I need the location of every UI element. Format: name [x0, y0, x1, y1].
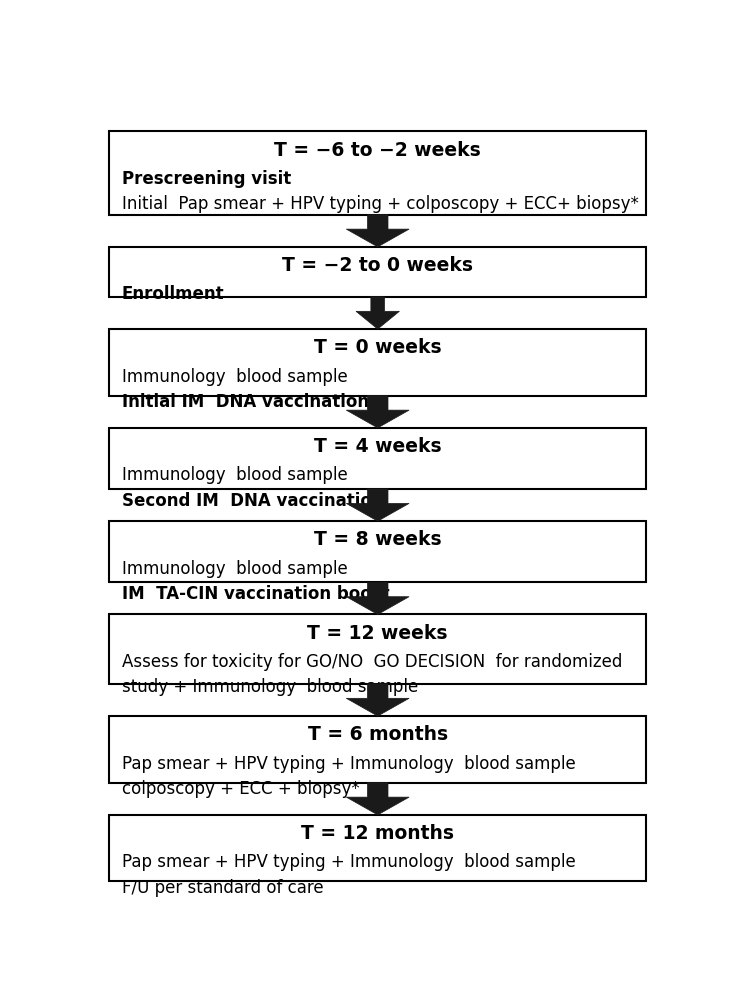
Text: IM  TA-CIN vaccination boost: IM TA-CIN vaccination boost: [122, 585, 389, 603]
Text: T = −2 to 0 weeks: T = −2 to 0 weeks: [282, 256, 473, 275]
Text: F/U per standard of care: F/U per standard of care: [122, 879, 324, 897]
Bar: [109, 428, 646, 489]
Text: T = 12 weeks: T = 12 weeks: [307, 623, 448, 642]
Polygon shape: [346, 489, 409, 521]
Text: Prescreening visit: Prescreening visit: [122, 170, 291, 188]
Polygon shape: [356, 297, 399, 329]
Bar: [109, 716, 646, 782]
Text: Pap smear + HPV typing + Immunology  blood sample: Pap smear + HPV typing + Immunology bloo…: [122, 754, 576, 772]
Text: Enrollment: Enrollment: [122, 286, 225, 304]
Text: Assess for toxicity for GO/NO  GO DECISION  for randomized: Assess for toxicity for GO/NO GO DECISIO…: [122, 653, 622, 671]
Polygon shape: [346, 396, 409, 428]
Text: T = 12 months: T = 12 months: [301, 824, 454, 843]
Polygon shape: [346, 582, 409, 614]
Text: T = 8 weeks: T = 8 weeks: [314, 530, 441, 549]
Text: T = 0 weeks: T = 0 weeks: [314, 339, 441, 358]
Text: Initial  Pap smear + HPV typing + colposcopy + ECC+ biopsy*: Initial Pap smear + HPV typing + colposc…: [122, 195, 639, 213]
Bar: [109, 815, 646, 881]
Bar: [109, 521, 646, 582]
Text: Immunology  blood sample: Immunology blood sample: [122, 559, 348, 577]
Text: colposcopy + ECC + biopsy*: colposcopy + ECC + biopsy*: [122, 780, 360, 798]
Bar: [109, 329, 646, 396]
Bar: [109, 614, 646, 683]
Bar: [109, 132, 646, 215]
Text: Immunology  blood sample: Immunology blood sample: [122, 467, 348, 485]
Text: Pap smear + HPV typing + Immunology  blood sample: Pap smear + HPV typing + Immunology bloo…: [122, 853, 576, 871]
Text: T = 6 months: T = 6 months: [307, 725, 448, 744]
Text: T = −6 to −2 weeks: T = −6 to −2 weeks: [274, 141, 481, 160]
Text: T = 4 weeks: T = 4 weeks: [314, 438, 441, 457]
Bar: [109, 247, 646, 297]
Polygon shape: [346, 782, 409, 815]
Text: study + Immunology  blood sample: study + Immunology blood sample: [122, 678, 418, 696]
Polygon shape: [346, 683, 409, 716]
Text: Immunology  blood sample: Immunology blood sample: [122, 368, 348, 386]
Text: Initial IM  DNA vaccination: Initial IM DNA vaccination: [122, 393, 369, 411]
Text: Second IM  DNA vaccination: Second IM DNA vaccination: [122, 492, 383, 509]
Polygon shape: [346, 215, 409, 247]
